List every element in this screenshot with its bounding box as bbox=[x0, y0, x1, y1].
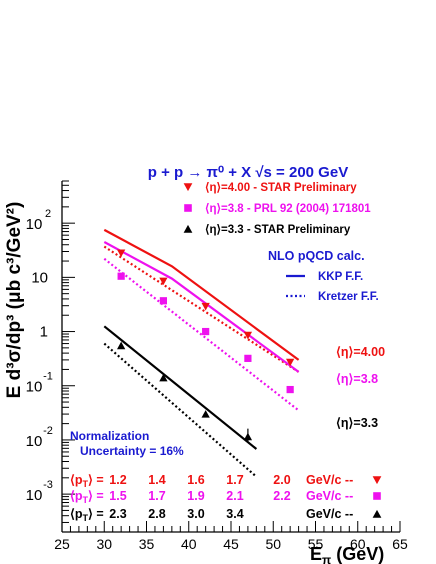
pt-row-label: ⟨pT⟩ = bbox=[70, 473, 104, 489]
pt-value: 2.8 bbox=[148, 507, 165, 521]
pt-row-label: ⟨pT⟩ = bbox=[70, 507, 104, 523]
y-tick-label: 10 bbox=[26, 487, 43, 504]
theory-line-5 bbox=[103, 342, 258, 478]
theory-line-0 bbox=[103, 228, 300, 361]
pt-value: 2.1 bbox=[226, 489, 243, 503]
y-axis-label: E d³σ/dp³ (μb c³/GeV²) bbox=[4, 202, 25, 399]
y-tick-exponent: -3 bbox=[43, 479, 53, 491]
data-point bbox=[159, 373, 168, 382]
theory-legend-label: KKP F.F. bbox=[318, 271, 363, 283]
pt-value: 1.9 bbox=[187, 489, 204, 503]
legend-label: ⟨η⟩=4.00 - STAR Preliminary bbox=[205, 181, 357, 194]
data-point bbox=[201, 302, 210, 311]
data-point bbox=[159, 297, 167, 305]
legend-marker bbox=[183, 183, 193, 192]
pt-value: 3.4 bbox=[226, 507, 243, 521]
pt-row-marker bbox=[372, 509, 382, 518]
y-tick-label: 10 bbox=[26, 216, 43, 233]
theory-line-4 bbox=[103, 325, 258, 450]
normalization-value: Uncertainty = 16% bbox=[80, 444, 184, 458]
data-point bbox=[244, 354, 252, 362]
x-tick-label: 30 bbox=[96, 536, 112, 552]
y-tick-label: 1 bbox=[40, 324, 48, 341]
pt-value: 2.3 bbox=[109, 507, 126, 521]
pt-unit: GeV/c -- bbox=[306, 473, 353, 487]
theory-line-3 bbox=[103, 257, 300, 412]
chart-title: p + p → π⁰ + X √s = 200 GeV bbox=[148, 164, 348, 181]
pt-value: 1.7 bbox=[226, 473, 243, 487]
pt-value: 1.6 bbox=[187, 473, 204, 487]
eta-label: ⟨η⟩=3.8 bbox=[336, 372, 378, 386]
theory-legend-title: NLO pQCD calc. bbox=[268, 249, 365, 263]
pt-row-marker bbox=[372, 476, 382, 485]
theory-line-1 bbox=[103, 245, 300, 373]
pt-value: 2.2 bbox=[273, 489, 290, 503]
x-tick-label: 45 bbox=[223, 536, 239, 552]
legend-marker bbox=[183, 224, 193, 233]
x-tick-label: 50 bbox=[265, 536, 281, 552]
pt-value: 1.5 bbox=[109, 489, 126, 503]
annotations: p + p → π⁰ + X √s = 200 GeV⟨η⟩=4.00 - ST… bbox=[70, 164, 385, 523]
data-point bbox=[117, 272, 125, 280]
legend-label: ⟨η⟩=3.8 - PRL 92 (2004) 171801 bbox=[205, 202, 371, 215]
data-point bbox=[243, 331, 253, 340]
pt-row-label: ⟨pT⟩ = bbox=[70, 489, 104, 505]
pt-value: 2.0 bbox=[273, 473, 290, 487]
y-tick-label: 10 bbox=[26, 433, 43, 450]
x-tick-label: 55 bbox=[308, 536, 324, 552]
data-point bbox=[201, 410, 210, 418]
data-points bbox=[117, 249, 295, 443]
x-tick-label: 65 bbox=[392, 536, 408, 552]
pt-value: 1.4 bbox=[148, 473, 165, 487]
data-point bbox=[159, 277, 168, 286]
pt-row-marker bbox=[373, 492, 381, 500]
x-axis-label: Eπ (GeV) bbox=[310, 544, 384, 564]
legend-marker bbox=[184, 204, 192, 212]
legend-label: ⟨η⟩=3.3 - STAR Preliminary bbox=[205, 223, 351, 236]
y-tick-exponent: 2 bbox=[45, 208, 51, 220]
eta-label: ⟨η⟩=3.3 bbox=[336, 416, 378, 430]
data-point bbox=[243, 432, 253, 441]
x-tick-label: 35 bbox=[139, 536, 155, 552]
y-tick-label: 10 bbox=[26, 379, 43, 396]
y-tick-exponent: -2 bbox=[43, 425, 53, 437]
theory-legend-label: Kretzer F.F. bbox=[318, 291, 379, 303]
pt-value: 1.2 bbox=[109, 473, 126, 487]
data-point bbox=[286, 385, 294, 394]
data-point bbox=[117, 249, 126, 258]
pt-unit: GeV/c -- bbox=[306, 489, 353, 503]
theory-curves bbox=[103, 228, 300, 478]
eta-label: ⟨η⟩=4.00 bbox=[336, 345, 385, 359]
x-tick-label: 40 bbox=[181, 536, 197, 552]
pt-value: 3.0 bbox=[187, 507, 204, 521]
x-tick-label: 60 bbox=[350, 536, 366, 552]
x-tick-label: 25 bbox=[54, 536, 70, 552]
data-point bbox=[286, 358, 295, 367]
y-tick-label: 10 bbox=[31, 269, 48, 286]
normalization-label: Normalization bbox=[70, 429, 149, 443]
pt-unit: GeV/c -- bbox=[306, 507, 353, 521]
y-tick-exponent: -1 bbox=[43, 371, 53, 383]
pt-value: 1.7 bbox=[148, 489, 165, 503]
theory-line-2 bbox=[103, 241, 300, 373]
data-point bbox=[117, 341, 126, 350]
data-point bbox=[202, 327, 210, 336]
